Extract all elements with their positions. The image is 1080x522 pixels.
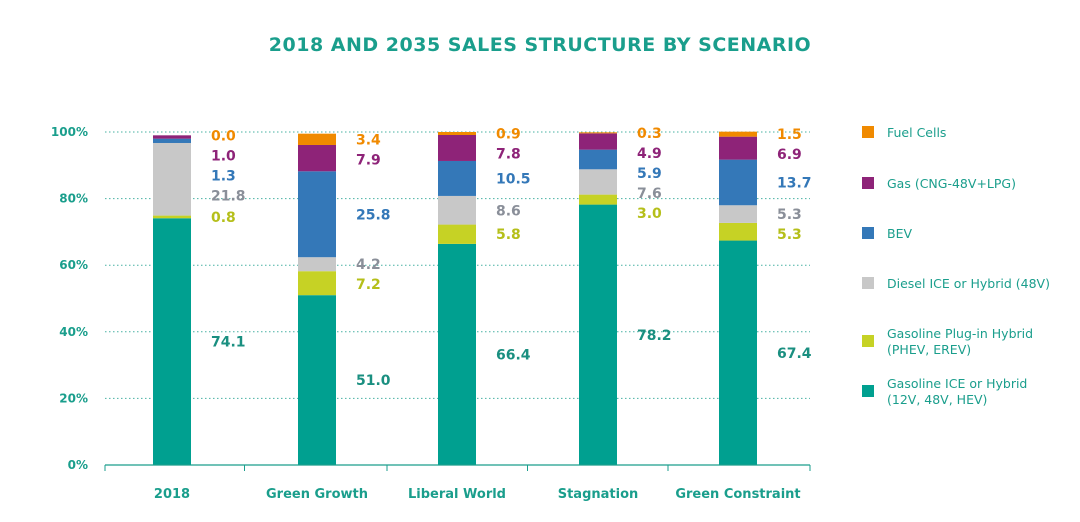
y-tick-label: 60%: [59, 258, 88, 272]
bar-diesel-ice-or-hybrid-48v-liberal-world: [438, 195, 476, 225]
legend-item-fuel-cells: Fuel Cells: [862, 125, 946, 140]
data-label-diesel-ice-or-hybrid-48v: 8.6: [496, 203, 521, 219]
data-label-bev: 10.5: [496, 171, 531, 187]
bar-gasoline-ice-or-hybrid-12v-48v-hev-green-growth: [298, 295, 336, 465]
data-label-gas-cng-48v-lpg: 7.8: [496, 146, 521, 162]
legend-swatch: [862, 177, 874, 189]
data-label-fuel-cells: 0.9: [496, 126, 521, 142]
y-tick-label: 20%: [59, 391, 88, 405]
data-label-gasoline-plug-in-hybrid-phev-erev: 5.3: [777, 227, 802, 243]
legend-item-gasoline-ice-or-hybrid-12v-48v-hev: Gasoline ICE or Hybrid(12V, 48V, HEV): [862, 376, 1027, 407]
category-label: Green Constraint: [675, 487, 800, 502]
y-tick-label: 100%: [51, 125, 88, 139]
bar-gasoline-ice-or-hybrid-12v-48v-hev-stagnation: [579, 204, 617, 465]
data-label-diesel-ice-or-hybrid-48v: 21.8: [211, 188, 246, 204]
data-label-diesel-ice-or-hybrid-48v: 5.3: [777, 207, 802, 223]
bar-fuel-cells-green-constraint: [719, 131, 757, 137]
axes: 0% 20% 40% 60% 80% 100% 2018 Green Growth Libera…: [51, 125, 811, 502]
legend-item-gas-cng-48v-lpg: Gas (CNG-48V+LPG): [862, 176, 1016, 191]
data-label-gas-cng-48v-lpg: 1.0: [211, 148, 236, 164]
legend: Fuel Cells Gas (CNG-48V+LPG) BEV Diesel ICE…: [862, 125, 1050, 407]
legend-label: BEV: [887, 226, 912, 241]
bar-diesel-ice-or-hybrid-48v-2018: [153, 142, 191, 216]
legend-label: Gas (CNG-48V+LPG): [887, 176, 1016, 191]
data-label-gas-cng-48v-lpg: 6.9: [777, 147, 802, 163]
bar-gas-cng-48v-lpg-2018: [153, 135, 191, 139]
bar-fuel-cells-stagnation: [579, 132, 617, 134]
category-label: Liberal World: [408, 487, 506, 502]
bar-fuel-cells-green-growth: [298, 133, 336, 145]
data-label-bev: 25.8: [356, 207, 391, 223]
bar-gas-cng-48v-lpg-liberal-world: [438, 134, 476, 161]
category-label: Stagnation: [558, 487, 639, 502]
bar-gasoline-ice-or-hybrid-12v-48v-hev-green-constraint: [719, 240, 757, 465]
bar-diesel-ice-or-hybrid-48v-green-growth: [298, 257, 336, 272]
data-label-bev: 13.7: [777, 175, 812, 191]
data-labels: 74.1 0.8 21.8 1.3 1.0 0.0 51.0 7.2 4.2 25.8 7.9 3.4…: [211, 126, 812, 389]
data-label-bev: 5.9: [637, 166, 662, 182]
legend-label: Gasoline Plug-in Hybrid: [887, 326, 1033, 341]
bar-gasoline-plug-in-hybrid-phev-erev-stagnation: [579, 194, 617, 205]
legend-label: Diesel ICE or Hybrid (48V): [887, 276, 1050, 291]
data-label-gasoline-plug-in-hybrid-phev-erev: 0.8: [211, 210, 236, 226]
data-label-gasoline-ice-or-hybrid-12v-48v-hev: 78.2: [637, 328, 672, 344]
bar-gasoline-ice-or-hybrid-12v-48v-hev-2018: [153, 218, 191, 465]
bar-gas-cng-48v-lpg-green-constraint: [719, 136, 757, 160]
legend-swatch: [862, 126, 874, 138]
data-label-gasoline-ice-or-hybrid-12v-48v-hev: 51.0: [356, 373, 391, 389]
legend-label: (PHEV, EREV): [887, 342, 971, 357]
category-label: Green Growth: [266, 487, 368, 502]
data-label-gasoline-plug-in-hybrid-phev-erev: 5.8: [496, 227, 521, 243]
bar-fuel-cells-liberal-world: [438, 132, 476, 135]
data-label-fuel-cells: 0.3: [637, 126, 662, 142]
data-label-bev: 1.3: [211, 168, 236, 184]
legend-label: Gasoline ICE or Hybrid: [887, 376, 1027, 391]
bar-diesel-ice-or-hybrid-48v-green-constraint: [719, 205, 757, 223]
data-label-diesel-ice-or-hybrid-48v: 7.6: [637, 186, 662, 202]
legend-swatch: [862, 385, 874, 397]
data-label-gasoline-ice-or-hybrid-12v-48v-hev: 67.4: [777, 346, 812, 362]
data-label-diesel-ice-or-hybrid-48v: 4.2: [356, 257, 381, 273]
data-label-fuel-cells: 3.4: [356, 132, 381, 148]
category-label: 2018: [154, 487, 190, 502]
bar-bev-2018: [153, 138, 191, 143]
data-label-fuel-cells: 1.5: [777, 127, 802, 143]
y-tick-label: 80%: [59, 192, 88, 206]
legend-swatch: [862, 227, 874, 239]
data-label-gasoline-ice-or-hybrid-12v-48v-hev: 74.1: [211, 335, 246, 351]
bar-gasoline-plug-in-hybrid-phev-erev-green-growth: [298, 271, 336, 296]
legend-swatch: [862, 335, 874, 347]
data-label-gas-cng-48v-lpg: 7.9: [356, 152, 381, 168]
legend-item-bev: BEV: [862, 226, 912, 241]
y-tick-label: 40%: [59, 325, 88, 339]
bar-bev-green-constraint: [719, 159, 757, 206]
bar-bev-liberal-world: [438, 160, 476, 196]
bar-gasoline-ice-or-hybrid-12v-48v-hev-liberal-world: [438, 243, 476, 465]
bar-gas-cng-48v-lpg-green-growth: [298, 144, 336, 172]
legend-item-diesel-ice-or-hybrid-48v: Diesel ICE or Hybrid (48V): [862, 276, 1050, 291]
bars: [153, 131, 757, 465]
bar-gas-cng-48v-lpg-stagnation: [579, 133, 617, 150]
legend-item-gasoline-plug-in-hybrid-phev-erev: Gasoline Plug-in Hybrid(PHEV, EREV): [862, 326, 1033, 357]
bar-gasoline-plug-in-hybrid-phev-erev-green-constraint: [719, 222, 757, 241]
data-label-gasoline-ice-or-hybrid-12v-48v-hev: 66.4: [496, 347, 531, 363]
data-label-gas-cng-48v-lpg: 4.9: [637, 146, 662, 162]
bar-gasoline-plug-in-hybrid-phev-erev-2018: [153, 215, 191, 219]
data-label-fuel-cells: 0.0: [211, 128, 236, 144]
legend-label: Fuel Cells: [887, 125, 946, 140]
bar-gasoline-plug-in-hybrid-phev-erev-liberal-world: [438, 224, 476, 244]
chart-title: 2018 AND 2035 SALES STRUCTURE BY SCENARI…: [268, 34, 812, 56]
legend-label: (12V, 48V, HEV): [887, 392, 987, 407]
legend-swatch: [862, 277, 874, 289]
data-label-gasoline-plug-in-hybrid-phev-erev: 3.0: [637, 206, 662, 222]
y-tick-label: 0%: [68, 458, 88, 472]
bar-diesel-ice-or-hybrid-48v-stagnation: [579, 169, 617, 195]
data-label-gasoline-plug-in-hybrid-phev-erev: 7.2: [356, 277, 381, 293]
bar-bev-stagnation: [579, 149, 617, 170]
bar-bev-green-growth: [298, 171, 336, 258]
